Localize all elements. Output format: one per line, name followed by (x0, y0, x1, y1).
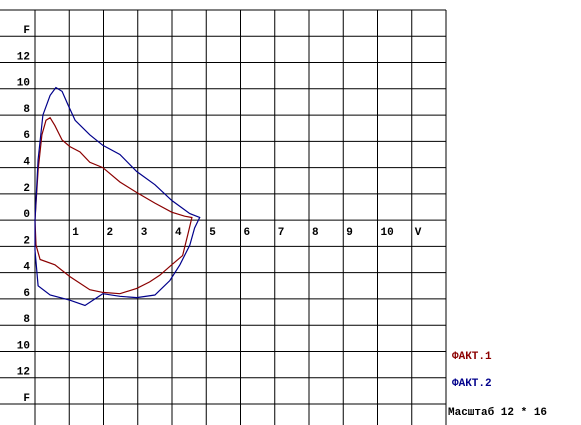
y-tick-label: 2 (23, 183, 30, 195)
y-tick-label: 12 (17, 367, 30, 379)
curve (34, 116, 193, 295)
x-tick-label: V (415, 227, 422, 239)
x-tick-label: 7 (278, 227, 285, 239)
x-tick-label: 5 (209, 227, 216, 239)
y-tick-label: 10 (17, 78, 30, 90)
x-tick-label: 10 (381, 227, 394, 239)
scale-note: Масштаб 12 * 16 (448, 406, 547, 419)
y-tick-label: 6 (23, 288, 30, 300)
y-tick-label: 2 (23, 235, 30, 247)
y-tick-label: F (23, 25, 30, 37)
x-tick-label: 8 (312, 227, 319, 239)
x-tick-label: 9 (346, 227, 353, 239)
y-tick-label: 8 (23, 314, 30, 326)
y-tick-label: 4 (23, 157, 30, 169)
x-tick-label: 2 (107, 227, 114, 239)
y-tick-label: 0 (23, 209, 30, 221)
curve (34, 86, 201, 307)
y-tick-label: 8 (23, 104, 30, 116)
y-tick-label: 10 (17, 340, 30, 352)
x-tick-label: 1 (72, 227, 79, 239)
y-tick-label: 6 (23, 130, 30, 142)
y-tick-label: 12 (17, 51, 30, 63)
y-tick-label: F (23, 393, 30, 405)
x-tick-label: 4 (175, 227, 182, 239)
x-tick-label: 6 (244, 227, 251, 239)
x-tick-label: 3 (141, 227, 148, 239)
y-tick-label: 4 (23, 262, 30, 274)
legend-entry: ФАКТ.1 (452, 351, 492, 363)
legend-entry: ФАКТ.2 (452, 378, 492, 390)
